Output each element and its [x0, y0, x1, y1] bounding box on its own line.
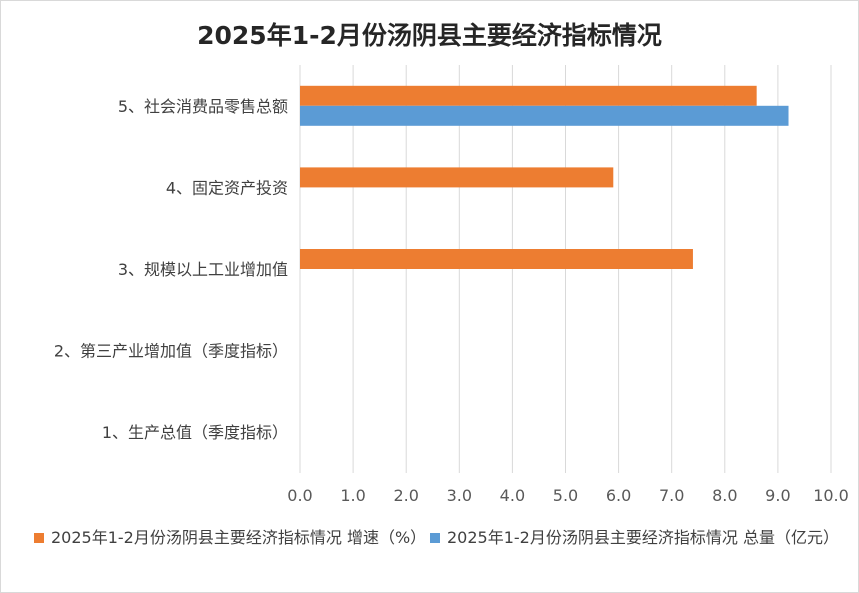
x-tick-label: 8.0 — [712, 486, 737, 505]
bar — [300, 105, 789, 126]
category-label: 4、固定资产投资 — [166, 178, 288, 197]
x-tick-labels: 0.0 1.0 2.0 3.0 4.0 5.0 6.0 7.0 8.0 9.0 10.0 — [287, 486, 849, 505]
x-tick-label: 4.0 — [500, 486, 525, 505]
legend-label-growth: 2025年1-2月份汤阴县主要经济指标情况 增速（%） — [51, 528, 427, 547]
x-tick-label: 3.0 — [447, 486, 472, 505]
x-tick-label: 2.0 — [393, 486, 418, 505]
x-tick-label: 0.0 — [287, 486, 312, 505]
x-tick-label: 6.0 — [606, 486, 631, 505]
bar — [300, 85, 757, 106]
legend-swatch-growth — [34, 533, 44, 543]
legend-label-total: 2025年1-2月份汤阴县主要经济指标情况 总量（亿元） — [447, 528, 839, 547]
x-tick-label: 7.0 — [659, 486, 684, 505]
category-label: 3、规模以上工业增加值 — [118, 260, 288, 279]
bar — [300, 249, 693, 269]
legend-swatch-total — [430, 533, 440, 543]
category-label: 1、生产总值（季度指标） — [102, 423, 288, 442]
bars — [300, 85, 789, 269]
bar — [300, 167, 614, 188]
category-labels: 5、社会消费品零售总额 4、固定资产投资 3、规模以上工业增加值 2、第三产业增加值（… — [54, 97, 288, 442]
x-tick-label: 10.0 — [813, 486, 849, 505]
category-label: 2、第三产业增加值（季度指标） — [54, 342, 288, 361]
category-label: 5、社会消费品零售总额 — [118, 97, 288, 116]
x-tick-label: 5.0 — [553, 486, 578, 505]
x-tick-label: 1.0 — [340, 486, 365, 505]
chart-title: 2025年1-2月份汤阴县主要经济指标情况 — [197, 21, 662, 50]
x-tick-label: 9.0 — [765, 486, 790, 505]
